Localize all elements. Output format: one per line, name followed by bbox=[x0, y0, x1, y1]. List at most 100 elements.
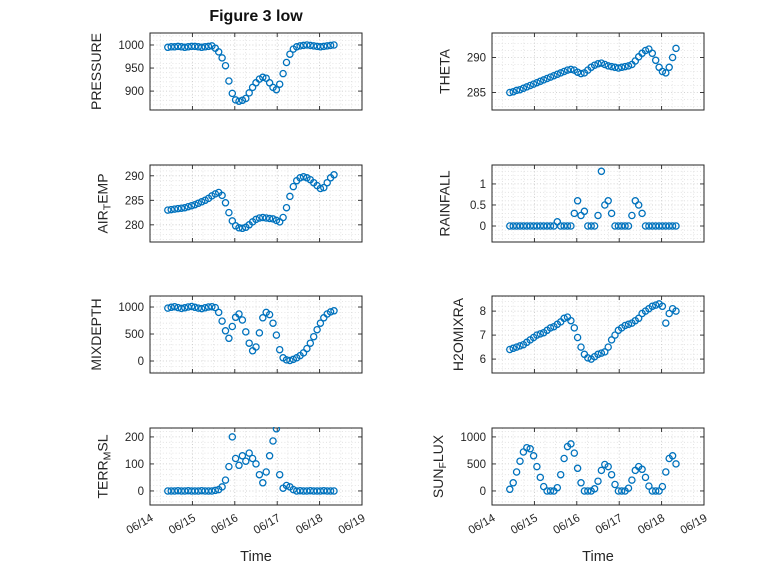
data-point bbox=[594, 211, 602, 220]
data-point bbox=[529, 452, 538, 460]
data-point bbox=[601, 60, 609, 69]
data-point bbox=[651, 56, 660, 65]
data-point bbox=[306, 339, 315, 347]
tick-marks bbox=[491, 296, 705, 373]
data-point bbox=[648, 49, 657, 58]
svg-text:500: 500 bbox=[125, 329, 144, 341]
axes-box bbox=[491, 164, 705, 243]
scatter-points bbox=[506, 440, 680, 495]
y-axis-label: THETA bbox=[437, 48, 453, 94]
data-point bbox=[567, 440, 575, 448]
data-point bbox=[509, 479, 517, 487]
data-point bbox=[509, 88, 517, 96]
data-point bbox=[624, 320, 633, 329]
svg-text:290: 290 bbox=[125, 171, 144, 183]
data-point bbox=[221, 476, 230, 484]
data-point bbox=[248, 454, 257, 463]
tick-marks bbox=[149, 296, 363, 373]
data-point bbox=[279, 213, 287, 222]
data-point bbox=[228, 322, 237, 331]
xlabel-time-right: Time bbox=[582, 549, 614, 565]
data-point bbox=[611, 331, 619, 339]
y-axis-label: H2OMIXRA bbox=[450, 297, 466, 371]
data-point bbox=[573, 464, 582, 473]
data-point bbox=[296, 42, 304, 50]
data-point bbox=[177, 304, 186, 313]
subplot-h2omixra: 6 7 8 H2OMIXRA bbox=[450, 295, 705, 374]
data-point bbox=[181, 304, 189, 312]
scatter-points bbox=[506, 300, 680, 363]
data-point bbox=[225, 77, 233, 85]
data-point bbox=[590, 61, 599, 69]
subplot-terr-msl: 0 100 200 06/14 06/15 06/16 06/17 06/18 06/19 TER… bbox=[95, 427, 368, 537]
data-point bbox=[607, 62, 616, 71]
data-point bbox=[238, 452, 247, 460]
data-point bbox=[668, 452, 677, 460]
data-point bbox=[265, 310, 274, 319]
tick-marks bbox=[491, 33, 705, 110]
axes-box bbox=[149, 427, 363, 506]
data-point bbox=[235, 310, 243, 318]
data-point bbox=[597, 466, 606, 475]
data-point bbox=[546, 487, 555, 495]
data-point bbox=[536, 330, 545, 338]
y-tick-labels: 280 285 290 bbox=[125, 171, 144, 232]
data-point bbox=[570, 449, 579, 457]
data-point bbox=[662, 69, 670, 77]
data-point bbox=[214, 308, 223, 317]
data-point bbox=[303, 41, 311, 49]
y-axis-label: TERRMSL bbox=[95, 434, 114, 498]
data-point bbox=[184, 202, 192, 211]
x-tick-labels: 06/14 06/15 06/16 06/17 06/18 06/19 bbox=[125, 512, 368, 537]
data-point bbox=[621, 321, 629, 330]
data-point bbox=[181, 43, 189, 52]
tick-marks bbox=[149, 428, 363, 505]
data-point bbox=[313, 325, 321, 334]
y-axis-label: AIRTEMP bbox=[95, 173, 114, 233]
data-point bbox=[235, 97, 243, 105]
data-point bbox=[218, 483, 226, 491]
data-point bbox=[573, 333, 582, 342]
data-point bbox=[506, 345, 514, 354]
data-point bbox=[289, 182, 298, 191]
data-point bbox=[567, 316, 575, 325]
data-point bbox=[560, 454, 568, 463]
data-point bbox=[245, 339, 253, 347]
data-point bbox=[187, 201, 196, 210]
svg-text:0: 0 bbox=[480, 486, 486, 498]
data-point bbox=[658, 482, 667, 491]
data-point bbox=[191, 303, 199, 312]
data-point bbox=[577, 343, 585, 351]
svg-text:06/15: 06/15 bbox=[167, 512, 198, 537]
data-point bbox=[214, 48, 223, 56]
data-point bbox=[601, 348, 609, 356]
data-point bbox=[242, 457, 250, 465]
xlabel-time-left: Time bbox=[240, 549, 272, 565]
data-point bbox=[164, 304, 172, 312]
svg-text:06/18: 06/18 bbox=[294, 512, 325, 537]
data-point bbox=[330, 41, 338, 49]
scatter-points bbox=[506, 167, 680, 230]
data-point bbox=[621, 222, 629, 230]
data-point bbox=[604, 197, 612, 205]
svg-text:280: 280 bbox=[125, 220, 144, 232]
data-point bbox=[289, 485, 298, 494]
data-point bbox=[516, 342, 524, 350]
data-point bbox=[634, 201, 643, 209]
svg-text:0: 0 bbox=[480, 221, 486, 233]
data-point bbox=[201, 304, 209, 312]
svg-text:285: 285 bbox=[467, 88, 486, 100]
data-point bbox=[170, 205, 179, 213]
data-point bbox=[617, 487, 626, 495]
data-point bbox=[651, 301, 660, 309]
data-point bbox=[299, 173, 308, 181]
data-point bbox=[662, 468, 670, 476]
data-point bbox=[279, 69, 287, 78]
data-point bbox=[316, 43, 325, 51]
svg-text:8: 8 bbox=[480, 306, 486, 318]
svg-text:500: 500 bbox=[467, 459, 486, 471]
data-point bbox=[303, 344, 311, 353]
data-point bbox=[323, 178, 331, 187]
data-point bbox=[306, 41, 315, 50]
